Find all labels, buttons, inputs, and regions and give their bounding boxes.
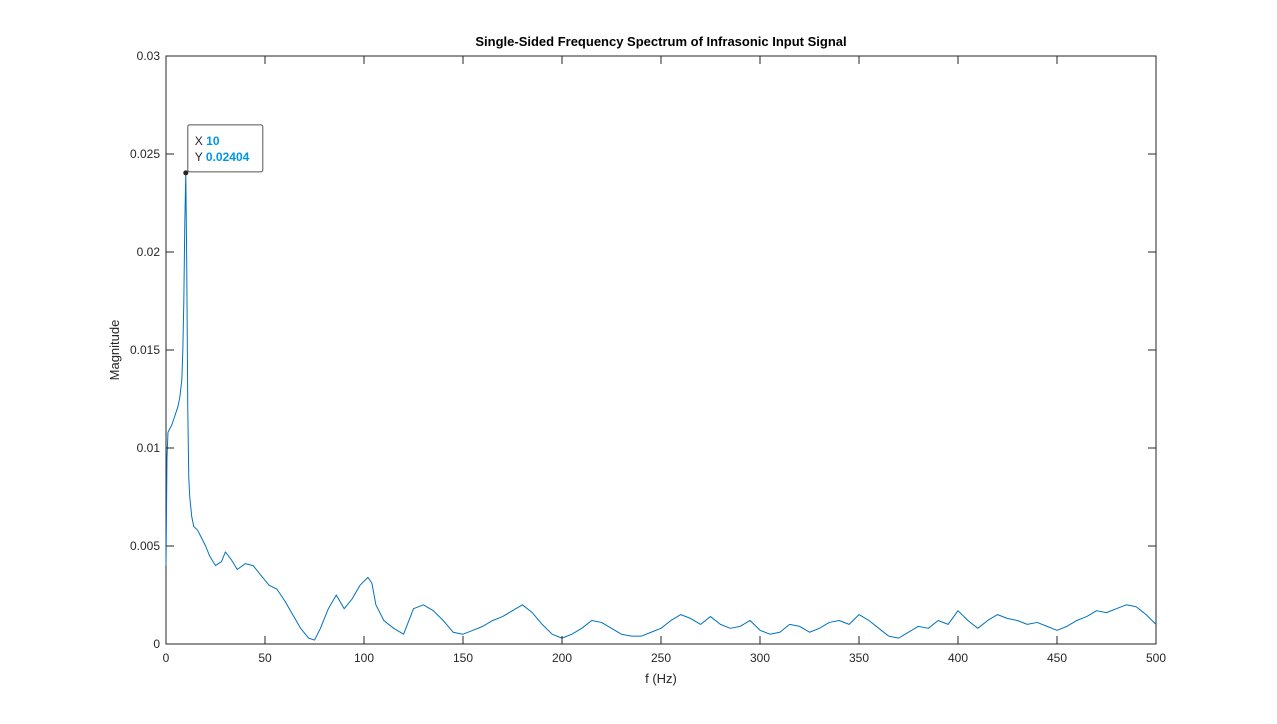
tick-layer: 0 50 100 150 200 250 300 350 400 450 500 0 0.005 0.01… [130, 49, 1166, 665]
y-tick-label: 0 [153, 637, 160, 651]
x-tick-label: 0 [163, 651, 170, 665]
axes-box [165, 55, 1157, 645]
plot-area: 0 50 100 150 200 250 300 350 400 450 500 0 0.005 0.01… [130, 49, 1166, 665]
x-tick-label: 250 [651, 651, 671, 665]
spectrum-line-0 [165, 172, 1157, 641]
datatip-x-row: X 10 [195, 134, 220, 148]
datatip-box[interactable] [187, 124, 264, 173]
y-tick-label: 0.01 [137, 441, 161, 455]
y-tick-label: 0.025 [130, 147, 160, 161]
y-tick-label: 0.02 [137, 245, 161, 259]
x-tick-label: 50 [258, 651, 272, 665]
datatip-y-value: 0.02404 [206, 150, 250, 164]
chart-title: Single-Sided Frequency Spectrum of Infra… [475, 34, 846, 49]
datatip-marker[interactable] [183, 170, 189, 176]
x-tick-label: 350 [849, 651, 869, 665]
datatip-layer[interactable]: X 10Y 0.02404 [183, 124, 264, 176]
x-tick-label: 150 [453, 651, 473, 665]
x-tick-label: 200 [552, 651, 572, 665]
y-axis-title: Magnitude [107, 320, 122, 381]
x-axis-title: f (Hz) [645, 671, 677, 686]
y-tick-label: 0.03 [137, 49, 161, 63]
datatip-x-value: 10 [206, 134, 220, 148]
datatip-x-label: X [195, 134, 206, 148]
series-layer [165, 172, 1157, 641]
x-tick-label: 300 [750, 651, 770, 665]
datatip-y-row: Y 0.02404 [195, 150, 250, 164]
x-tick-label: 500 [1146, 651, 1166, 665]
datatip-y-label: Y [195, 150, 206, 164]
x-tick-label: 100 [354, 651, 374, 665]
y-tick-label: 0.005 [130, 539, 160, 553]
y-tick-label: 0.015 [130, 343, 160, 357]
x-tick-label: 400 [948, 651, 968, 665]
x-tick-label: 450 [1047, 651, 1067, 665]
